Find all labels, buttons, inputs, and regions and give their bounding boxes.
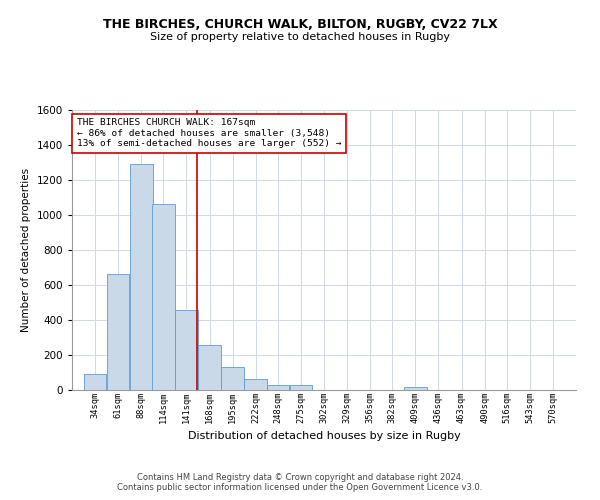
- Text: Size of property relative to detached houses in Rugby: Size of property relative to detached ho…: [150, 32, 450, 42]
- Bar: [152, 204, 175, 390]
- X-axis label: Distribution of detached houses by size in Rugby: Distribution of detached houses by size …: [188, 431, 460, 441]
- Bar: [84, 374, 106, 390]
- Text: THE BIRCHES, CHURCH WALK, BILTON, RUGBY, CV22 7LX: THE BIRCHES, CHURCH WALK, BILTON, RUGBY,…: [103, 18, 497, 30]
- Bar: [107, 274, 130, 390]
- Bar: [244, 378, 267, 390]
- Bar: [404, 388, 427, 390]
- Bar: [266, 385, 289, 390]
- Bar: [221, 367, 244, 390]
- Y-axis label: Number of detached properties: Number of detached properties: [21, 168, 31, 332]
- Bar: [130, 164, 152, 390]
- Bar: [290, 385, 312, 390]
- Text: Contains HM Land Registry data © Crown copyright and database right 2024.
Contai: Contains HM Land Registry data © Crown c…: [118, 473, 482, 492]
- Bar: [198, 346, 221, 390]
- Bar: [175, 310, 198, 390]
- Text: THE BIRCHES CHURCH WALK: 167sqm
← 86% of detached houses are smaller (3,548)
13%: THE BIRCHES CHURCH WALK: 167sqm ← 86% of…: [77, 118, 341, 148]
